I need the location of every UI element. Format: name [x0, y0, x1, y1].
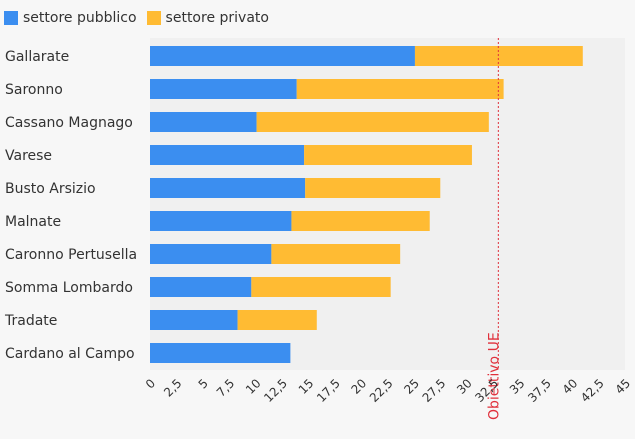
- bar-public[interactable]: [150, 46, 415, 66]
- legend-item-public[interactable]: settore pubblico: [4, 10, 137, 26]
- bar-private[interactable]: [256, 112, 489, 132]
- x-tick-label: 37,5: [525, 376, 554, 405]
- x-tick-label: 35: [507, 376, 528, 397]
- bar-private[interactable]: [305, 178, 441, 198]
- bar-public[interactable]: [150, 211, 292, 231]
- bar-private[interactable]: [237, 310, 317, 330]
- bar-private[interactable]: [251, 277, 391, 297]
- legend-label-public: settore pubblico: [23, 10, 137, 26]
- legend-swatch-public: [4, 11, 18, 25]
- category-label: Caronno Pertusella: [5, 247, 137, 263]
- bar-public[interactable]: [150, 79, 297, 99]
- x-tick-label: 7,5: [214, 376, 237, 399]
- x-tick-label: 22,5: [367, 376, 396, 405]
- bar-public[interactable]: [150, 310, 238, 330]
- bar-private[interactable]: [296, 79, 504, 99]
- x-tick-label: 12,5: [261, 376, 290, 405]
- x-tick-label: 20: [349, 376, 370, 397]
- reference-line-label: Obiettivo UE: [486, 332, 502, 420]
- category-label: Saronno: [5, 82, 63, 98]
- legend-label-private: settore privato: [165, 10, 269, 26]
- x-tick-label: 2,5: [161, 376, 184, 399]
- bar-public[interactable]: [150, 145, 305, 165]
- category-label: Cassano Magnago: [5, 115, 133, 131]
- legend-swatch-private: [146, 11, 161, 25]
- bar-public[interactable]: [150, 277, 252, 297]
- bar-private[interactable]: [291, 211, 430, 231]
- category-label: Tradate: [4, 313, 57, 329]
- category-label: Gallarate: [5, 49, 69, 65]
- x-tick-label: 40: [560, 376, 581, 397]
- x-tick-label: 30: [454, 376, 475, 397]
- bar-private[interactable]: [271, 244, 401, 264]
- bar-public[interactable]: [150, 178, 306, 198]
- x-tick-label: 10: [243, 376, 264, 397]
- x-tick-label: 42,5: [578, 376, 607, 405]
- bar-private[interactable]: [304, 145, 472, 165]
- x-tick-label: 45: [612, 376, 633, 397]
- x-tick-label: 25: [401, 376, 422, 397]
- bar-public[interactable]: [150, 343, 291, 363]
- bar-private[interactable]: [414, 46, 583, 66]
- legend-item-private[interactable]: settore privato: [146, 10, 269, 26]
- x-tick-label: 15: [296, 376, 317, 397]
- category-label: Busto Arsizio: [5, 181, 96, 197]
- category-label: Varese: [5, 148, 52, 164]
- x-tick-label: 27,5: [420, 376, 449, 405]
- category-label: Cardano al Campo: [5, 346, 135, 362]
- bar-public[interactable]: [150, 112, 257, 132]
- category-label: Somma Lombardo: [5, 280, 133, 296]
- bar-public[interactable]: [150, 244, 272, 264]
- x-tick-label: 5: [196, 376, 211, 391]
- x-tick-label: 0: [143, 376, 158, 391]
- legend: settore pubblico settore privato: [4, 10, 279, 26]
- category-label: Malnate: [5, 214, 61, 230]
- x-tick-label: 17,5: [314, 376, 343, 405]
